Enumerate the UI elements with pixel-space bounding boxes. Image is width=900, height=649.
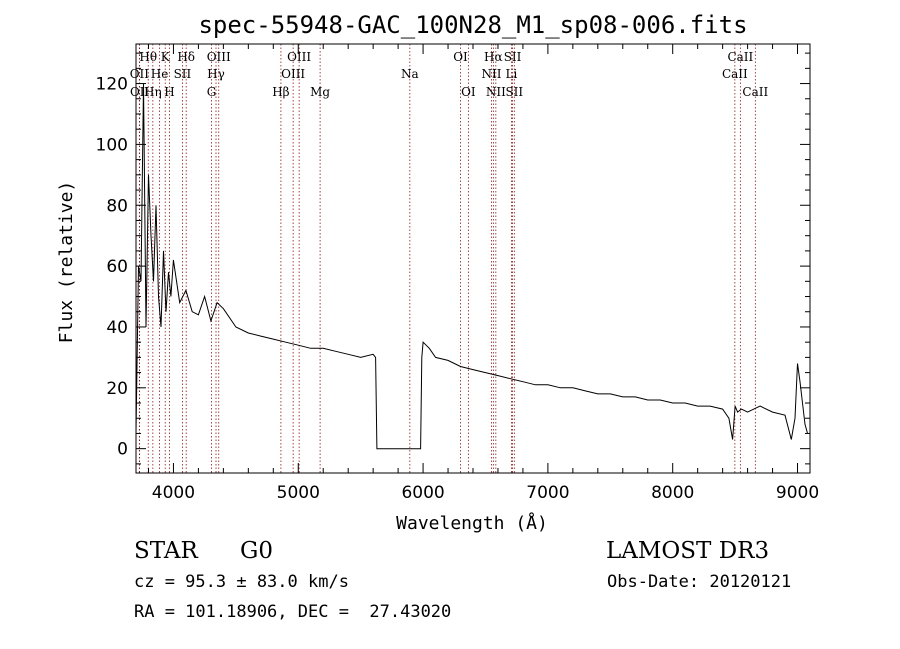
flux-line — [135, 83, 808, 450]
line-marker-label: Hα — [484, 50, 503, 64]
line-marker-label: OIII — [281, 67, 305, 81]
x-tick-label: 7000 — [526, 483, 569, 503]
line-marker-label: CaII — [727, 50, 753, 64]
line-marker-label: OII — [130, 67, 150, 81]
line-marker-label: Hη — [144, 85, 162, 99]
line-marker-label: Mg — [310, 85, 330, 99]
x-axis-label: Wavelength (Å) — [396, 512, 548, 534]
line-marker-label: SII — [505, 85, 523, 99]
line-marker-label: Hδ — [177, 50, 195, 64]
x-tick-label: 4000 — [152, 483, 195, 503]
x-tick-label: 9000 — [776, 483, 819, 503]
survey-name: LAMOST DR3 — [606, 538, 770, 564]
x-tick-label: 8000 — [651, 483, 694, 503]
line-marker-label: Li — [506, 67, 518, 81]
line-marker-label: NII — [481, 67, 501, 81]
y-axis-label: Flux (relative) — [56, 181, 77, 344]
line-marker-label: OI — [461, 85, 476, 99]
line-marker-label: Na — [401, 67, 419, 81]
line-marker-label: OIII — [207, 50, 231, 64]
plot-frame — [135, 43, 811, 474]
y-tick-label: 100 — [96, 135, 128, 155]
y-tick-label: 80 — [106, 196, 128, 216]
line-marker-label: G — [207, 85, 217, 99]
line-marker-label: NII — [486, 85, 506, 99]
line-marker-label: Hθ — [139, 50, 157, 64]
line-marker-label: Hβ — [272, 85, 289, 99]
line-marker-label: OI — [453, 50, 468, 64]
y-axis-ticks: 0 20 40 60 80 100 120 — [96, 52, 810, 465]
x-tick-label: 5000 — [277, 483, 320, 503]
line-marker-label: Hγ — [207, 67, 225, 81]
line-marker-label: K — [161, 50, 171, 64]
line-marker-label: SII — [174, 67, 192, 81]
object-subclass: G0 — [240, 538, 274, 564]
line-markers — [138, 44, 756, 473]
ra-dec-coordinates: RA = 101.18906, DEC = 27.43020 — [134, 602, 452, 622]
y-tick-label: 60 — [106, 257, 128, 277]
line-marker-label: H — [164, 85, 174, 99]
observation-date: Obs-Date: 20120121 — [607, 572, 792, 592]
redshift-velocity: cz = 95.3 ± 83.0 km/s — [134, 572, 349, 592]
y-tick-label: 0 — [117, 440, 128, 460]
line-marker-label: OII — [130, 85, 150, 99]
y-tick-label: 20 — [106, 379, 128, 399]
x-tick-label: 6000 — [401, 483, 444, 503]
line-marker-label: CaII — [722, 67, 748, 81]
x-axis-ticks: 4000 5000 6000 7000 8000 9000 — [147, 44, 819, 503]
object-class: STAR — [134, 538, 198, 564]
line-marker-label: SII — [504, 50, 522, 64]
y-tick-label: 120 — [96, 75, 128, 95]
line-marker-label: OIII — [287, 50, 311, 64]
chart-title: spec-55948-GAC_100N28_M1_sp08-006.fits — [198, 11, 747, 39]
y-tick-label: 40 — [106, 318, 128, 338]
line-marker-label: He — [151, 67, 169, 81]
line-marker-label: CaII — [742, 85, 768, 99]
